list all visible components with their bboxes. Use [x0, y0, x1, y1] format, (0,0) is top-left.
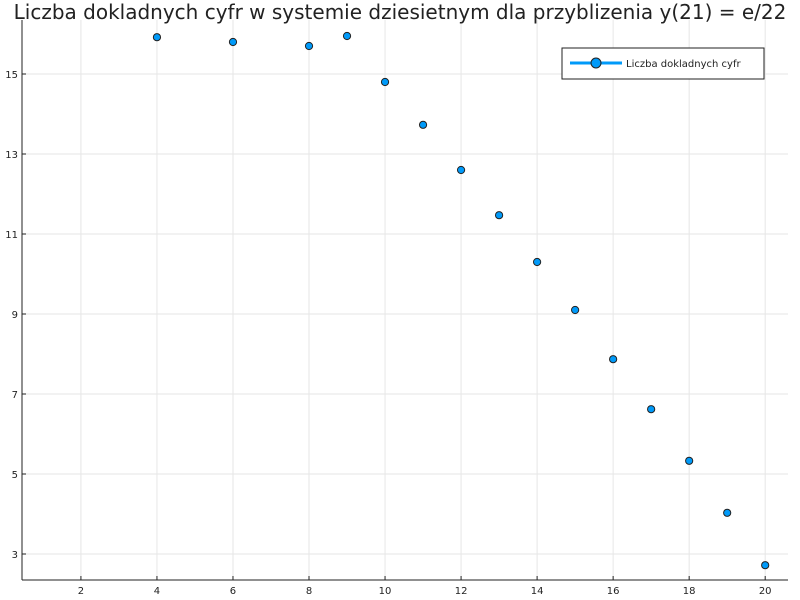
x-tick-label: 6 [230, 586, 236, 597]
x-tick-label: 12 [455, 586, 468, 597]
y-tick-label: 9 [12, 310, 18, 321]
data-point [304, 41, 314, 51]
grid [22, 20, 788, 580]
data-points [152, 31, 770, 570]
x-tick-label: 20 [759, 586, 772, 597]
legend-marker [590, 57, 602, 69]
data-point [609, 355, 618, 364]
x-tick-label: 10 [379, 586, 392, 597]
x-tick-label: 14 [531, 586, 544, 597]
data-point [571, 305, 580, 315]
y-tick-label: 15 [5, 70, 18, 81]
x-tick-label: 16 [607, 586, 620, 597]
data-point [380, 77, 390, 87]
data-point [647, 405, 656, 414]
data-point [418, 120, 428, 129]
tick-labels: 2 4 6 8 10 12 14 16 18 20 3 5 7 9 11 13 15 [5, 70, 771, 597]
x-tick-label: 18 [683, 586, 696, 597]
data-point [761, 561, 770, 570]
y-tick-label: 5 [12, 470, 18, 481]
x-tick-label: 8 [306, 586, 312, 597]
data-point [342, 31, 352, 41]
data-point [152, 33, 162, 42]
data-point [456, 165, 466, 175]
chart-title: Liczba dokladnych cyfr w systemie dziesi… [14, 0, 787, 24]
x-tick-label: 4 [154, 586, 160, 597]
data-point [228, 37, 238, 47]
data-point [685, 456, 694, 465]
y-tick-label: 7 [12, 390, 18, 401]
legend: Liczba dokladnych cyfr [561, 47, 765, 80]
legend-label: Liczba dokladnych cyfr [626, 59, 741, 70]
x-tick-label: 2 [78, 586, 84, 597]
y-tick-label: 11 [5, 230, 18, 241]
y-tick-label: 3 [12, 550, 18, 561]
y-tick-label: 13 [5, 150, 18, 161]
axes [21, 20, 788, 581]
data-point [723, 508, 732, 517]
data-point [494, 211, 504, 220]
data-point [533, 257, 542, 267]
